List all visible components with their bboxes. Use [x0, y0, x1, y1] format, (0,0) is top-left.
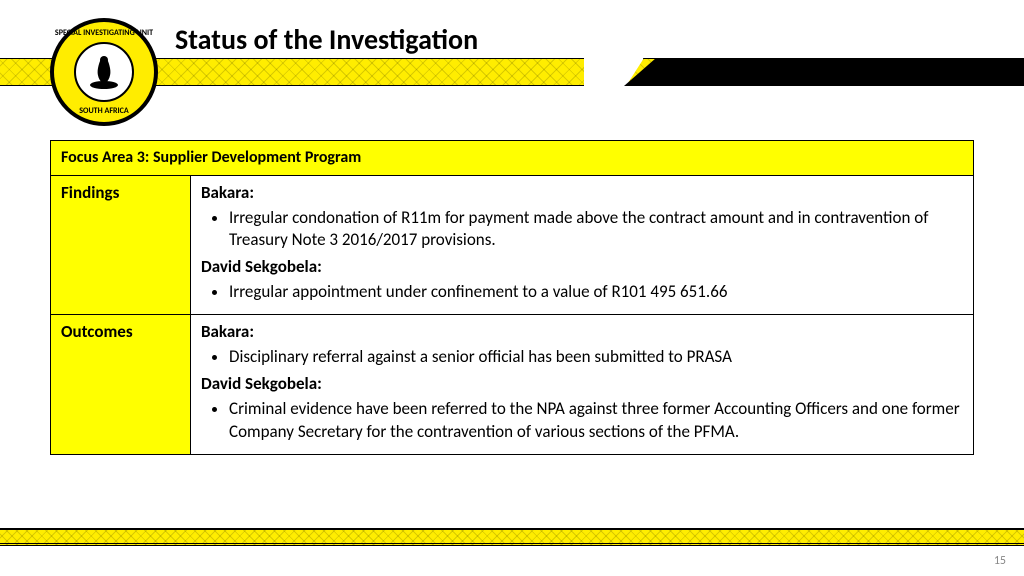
- logo-text-top: SPECIAL INVESTIGATING UNIT: [54, 28, 154, 38]
- row-body: Bakara: Disciplinary referral against a …: [191, 315, 974, 455]
- bullet-item: Irregular appointment under confinement …: [229, 281, 963, 304]
- row-body: Bakara: Irregular condonation of R11m fo…: [191, 175, 974, 315]
- cobra-icon: [86, 50, 122, 95]
- siu-logo: SPECIAL INVESTIGATING UNIT SOUTH AFRICA: [50, 18, 158, 126]
- footer-pattern-band: [0, 528, 1024, 546]
- bullet-list: Irregular condonation of R11m for paymen…: [229, 207, 963, 253]
- table-row: Outcomes Bakara: Disciplinary referral a…: [51, 315, 974, 455]
- table-row: Findings Bakara: Irregular condonation o…: [51, 175, 974, 315]
- group-heading: Bakara:: [201, 182, 963, 205]
- group-heading: David Sekgobela:: [201, 256, 963, 279]
- table-header-cell: Focus Area 3: Supplier Development Progr…: [51, 141, 974, 176]
- page-title: Status of the Investigation: [175, 22, 478, 57]
- bullet-list: Irregular appointment under confinement …: [229, 281, 963, 304]
- focus-area-table: Focus Area 3: Supplier Development Progr…: [50, 140, 974, 455]
- heading-text: Bakara:: [201, 321, 254, 342]
- bullet-item: Irregular condonation of R11m for paymen…: [229, 207, 963, 253]
- bullet-item: Disciplinary referral against a senior o…: [229, 346, 963, 369]
- group-heading: Bakara:: [201, 321, 963, 344]
- table-header-row: Focus Area 3: Supplier Development Progr…: [51, 141, 974, 176]
- bullet-list: Criminal evidence have been referred to …: [229, 398, 963, 444]
- row-label: Findings: [51, 175, 191, 315]
- header-black-accent: [624, 58, 1024, 86]
- page-number: 15: [994, 554, 1006, 568]
- row-label: Outcomes: [51, 315, 191, 455]
- group-heading: David Sekgobela:: [201, 373, 963, 396]
- bullet-list: Disciplinary referral against a senior o…: [229, 346, 963, 369]
- logo-inner-circle: [74, 42, 134, 102]
- logo-text-bottom: SOUTH AFRICA: [54, 106, 154, 116]
- bullet-item: Criminal evidence have been referred to …: [229, 398, 963, 444]
